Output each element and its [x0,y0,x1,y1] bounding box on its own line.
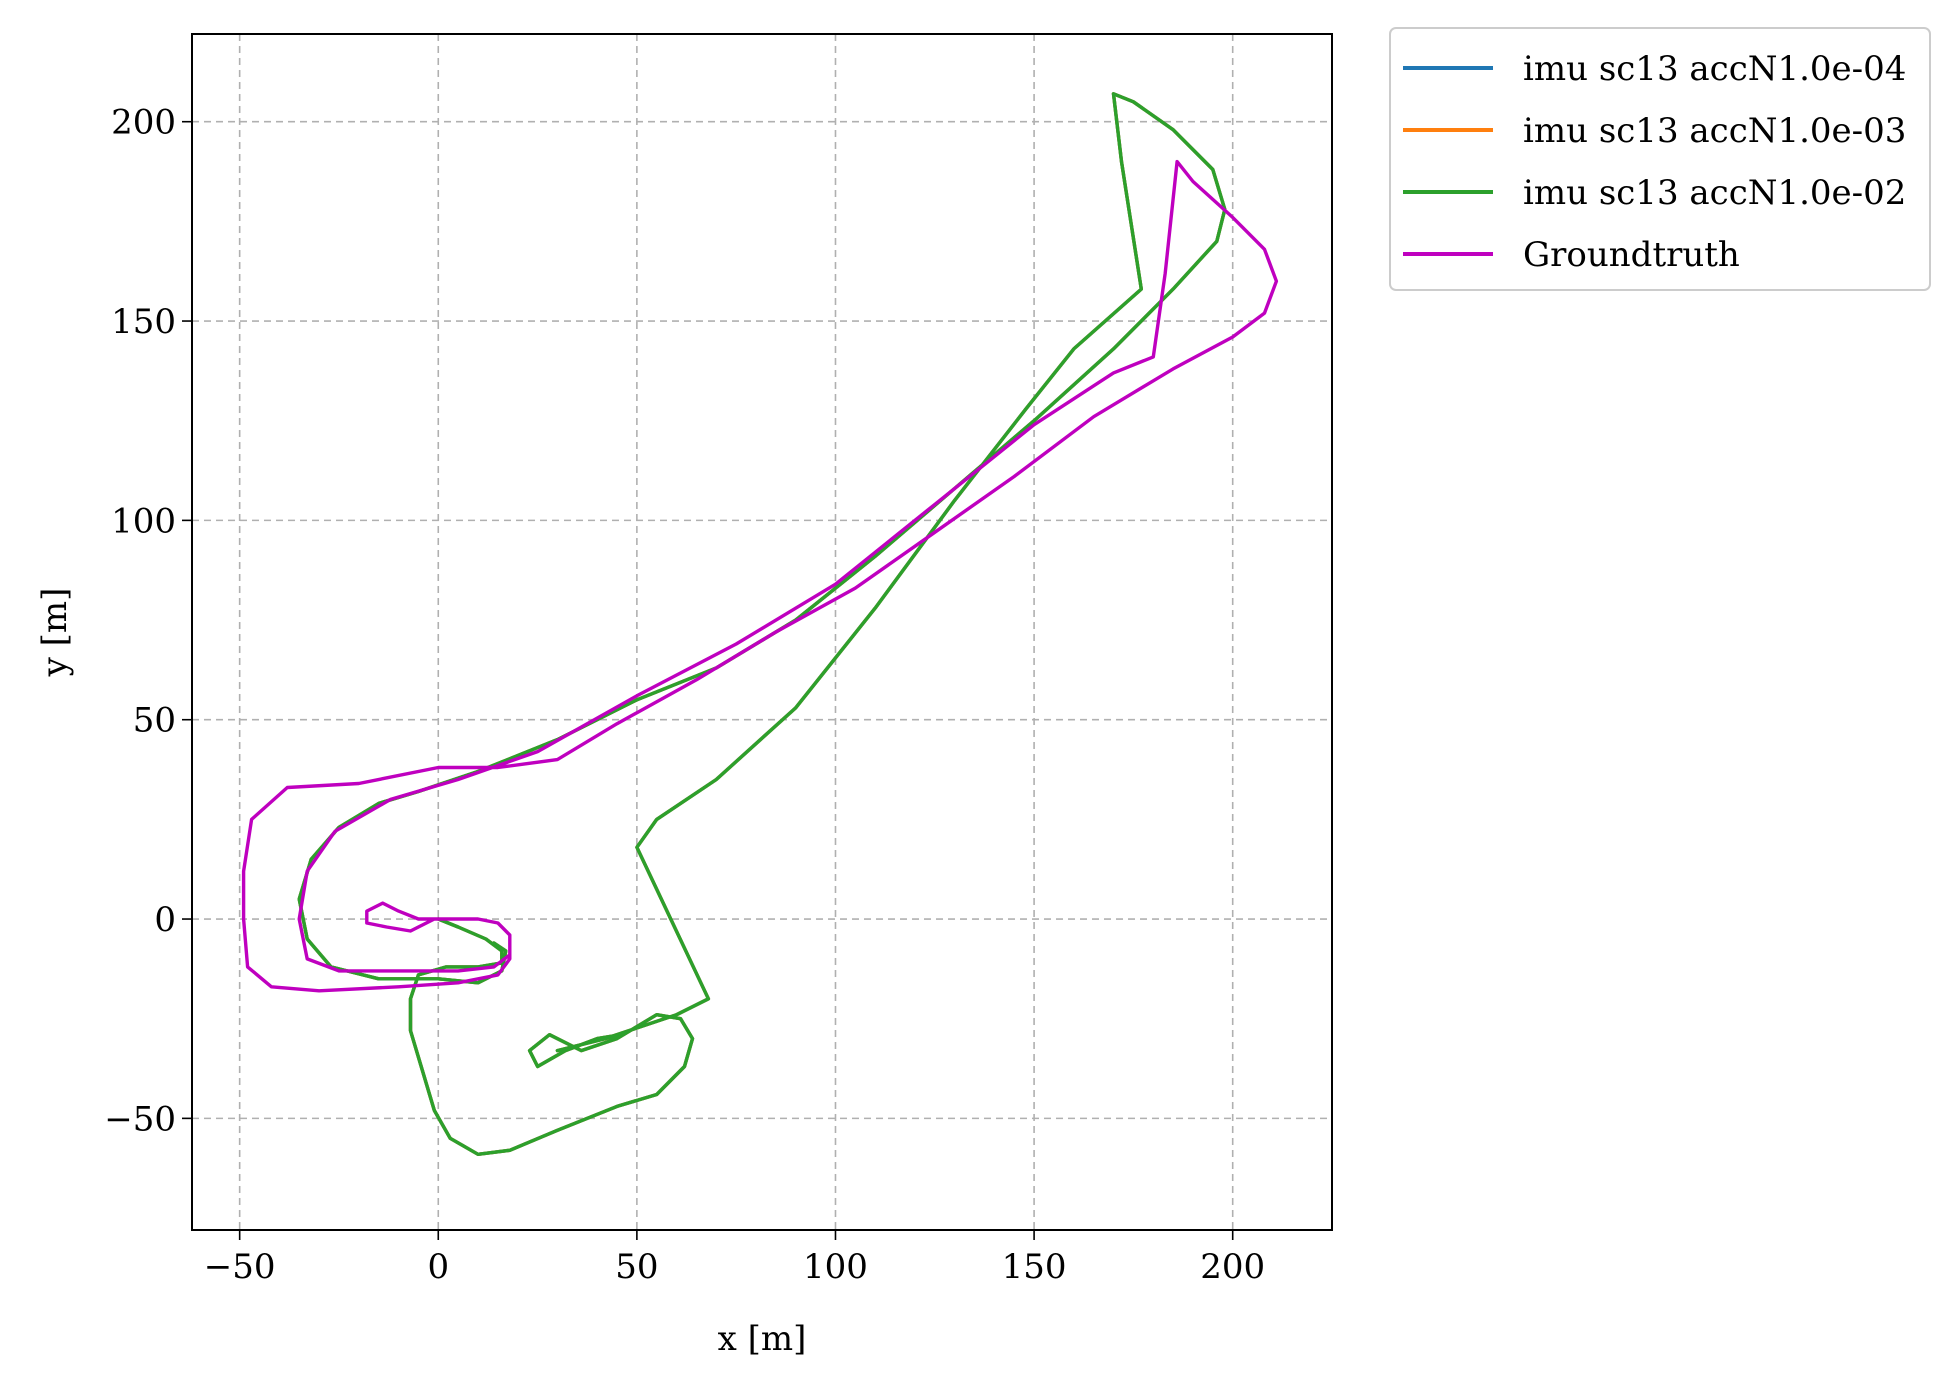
grid [192,34,1332,1230]
y-tick-label: 200 [111,103,176,143]
legend-label-imu-sc13-accn1-0e-02: imu sc13 accN1.0e-02 [1523,173,1906,213]
legend-box [1389,27,1931,291]
y-tick-label: 50 [133,701,176,741]
x-tick-label: 0 [427,1247,449,1287]
series-layer [241,92,1279,1157]
plot-frame [191,33,1333,1231]
series-line-groundtruth [241,159,1279,993]
legend-label-imu-sc13-accn1-0e-04: imu sc13 accN1.0e-04 [1523,49,1906,89]
x-axis-ticks: −50 0 50 100 150 200 [204,1230,1265,1287]
y-tick-label: −50 [104,1099,176,1139]
y-tick-label: 150 [111,302,176,342]
x-tick-label: 200 [1200,1247,1265,1287]
x-tick-label: 100 [803,1247,868,1287]
legend: imu sc13 accN1.0e-04 imu sc13 accN1.0e-03… [1389,27,1931,291]
x-tick-label: 150 [1002,1247,1067,1287]
y-tick-label: 100 [111,501,176,541]
x-tick-label: 50 [615,1247,658,1287]
y-tick-label: 0 [154,900,176,940]
y-axis-ticks: −50 0 50 100 150 200 [104,103,192,1139]
legend-label-groundtruth: Groundtruth [1523,235,1740,275]
x-axis-label: x [m] [718,1319,807,1359]
legend-label-imu-sc13-accn1-0e-03: imu sc13 accN1.0e-03 [1523,111,1906,151]
x-tick-label: −50 [204,1247,276,1287]
y-axis-label: y [m] [35,588,75,678]
